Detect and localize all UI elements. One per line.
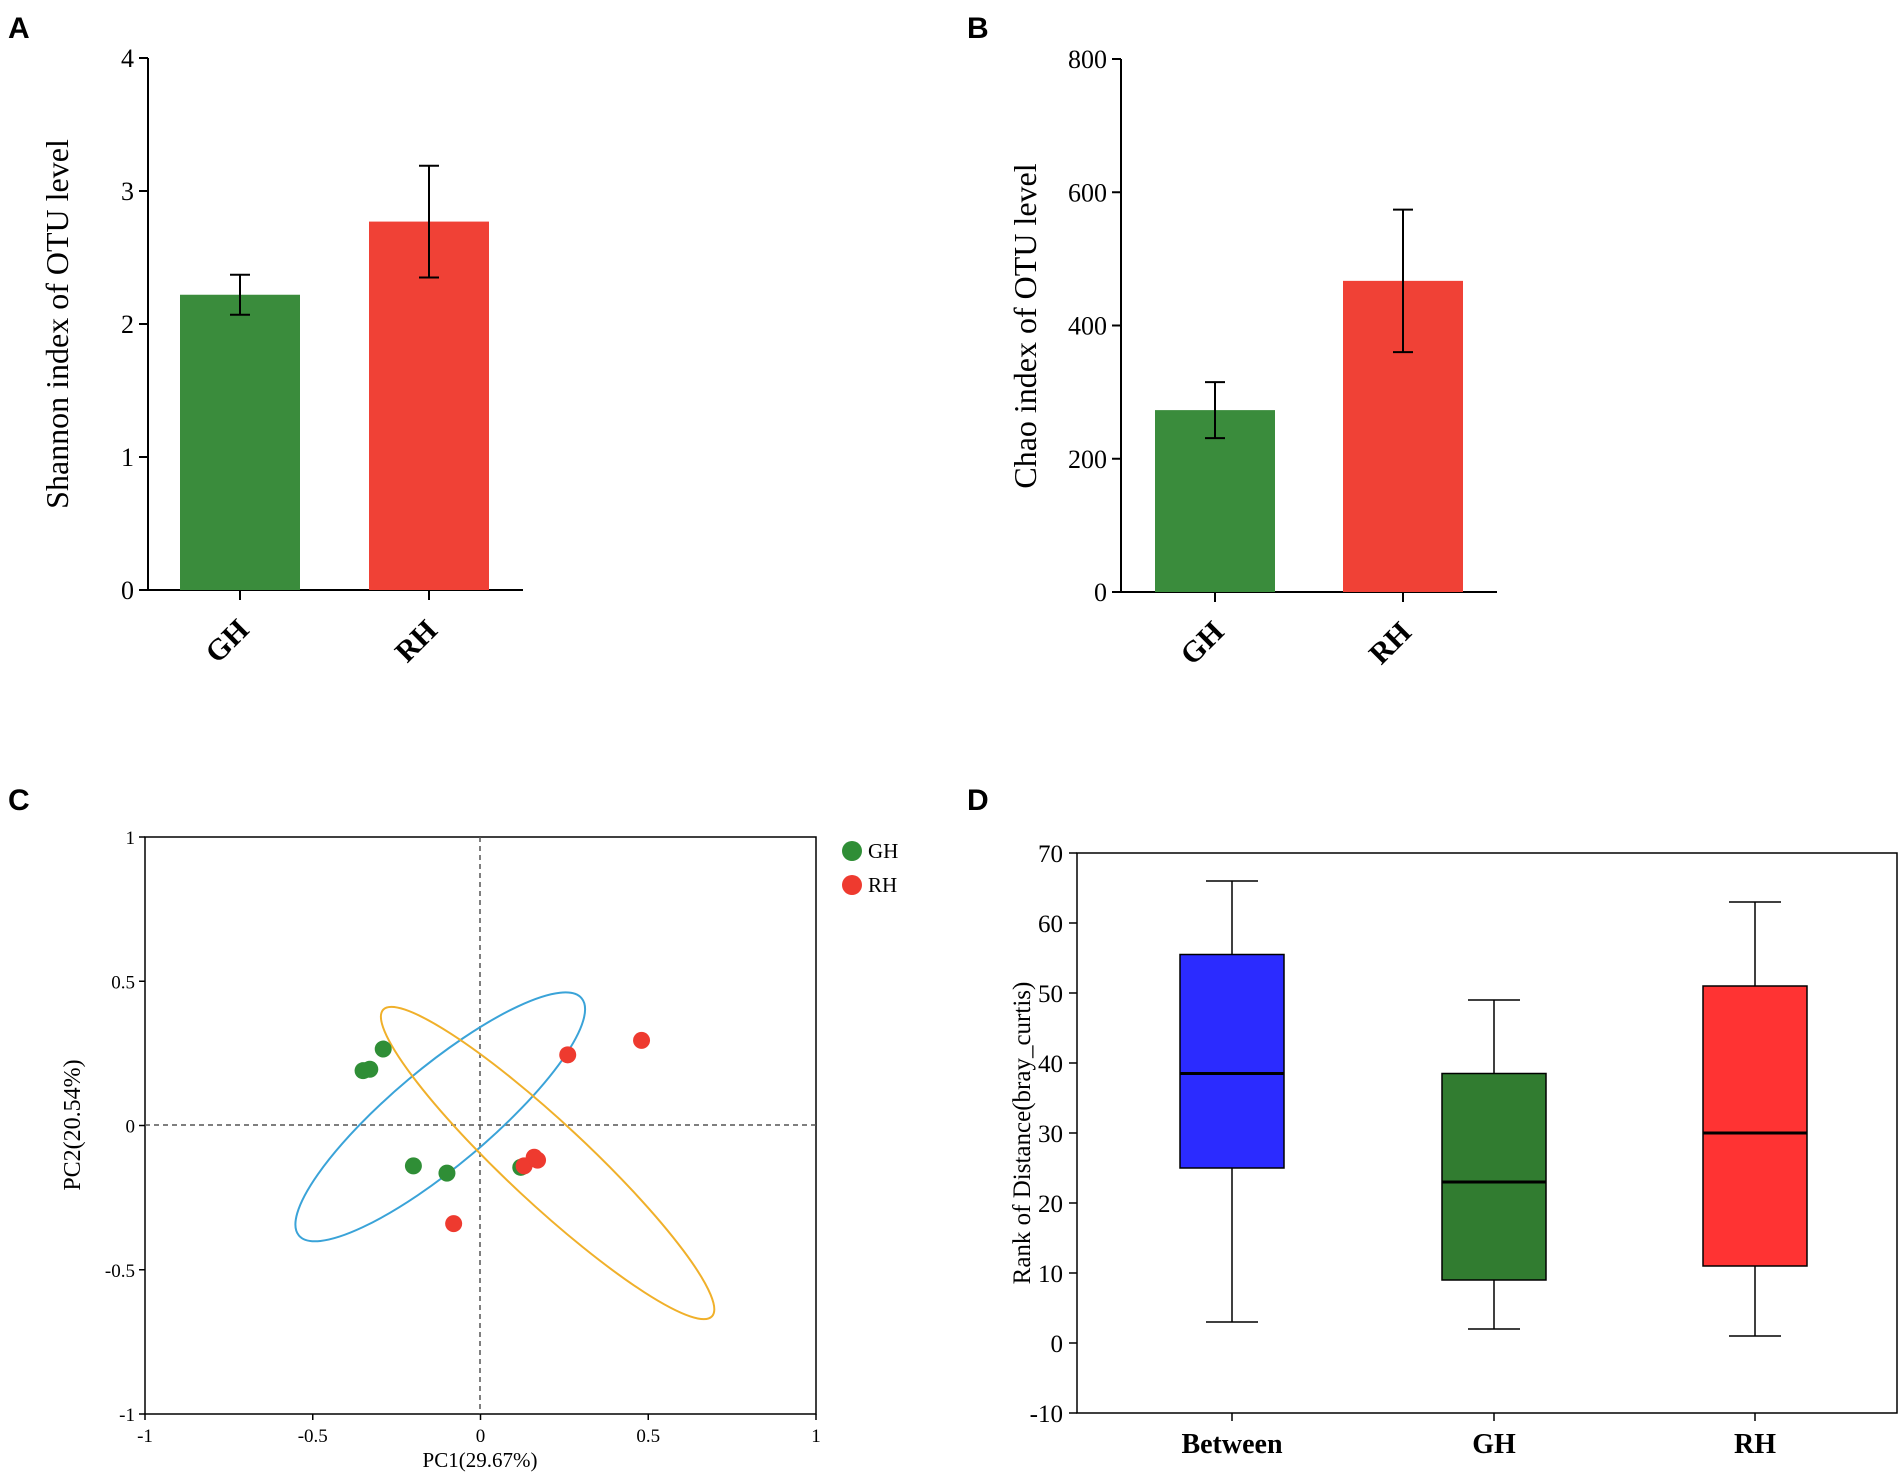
legend-marker-gh: [842, 841, 862, 861]
a-x-label-gh: GH: [199, 613, 255, 669]
c-y-axis-label: PC2(20.54%): [60, 1059, 86, 1190]
c-x-tick-label: 0.5: [636, 1426, 660, 1447]
c-point-gh: [404, 1157, 422, 1175]
d-box-between: [1179, 953, 1285, 1169]
b-y-tick-label: 600: [1068, 178, 1107, 207]
c-y-tick-label: 0.5: [111, 972, 135, 993]
d-y-tick-label: 30: [1038, 1121, 1063, 1148]
c-x-tick-label: -1: [137, 1426, 153, 1447]
d-y-tick-label: 0: [1051, 1331, 1064, 1358]
b-bar-gh: [1155, 410, 1275, 592]
panel-d-chart: -10 0 10 20 30 40 50 60 70 Between GH RH Rank of D…: [1009, 841, 1898, 1460]
c-y-tick-label: -0.5: [105, 1261, 135, 1282]
c-ellipse-gh: [294, 991, 587, 1243]
c-y-tick-label: 0: [126, 1117, 136, 1138]
c-x-axis-label: PC1(29.67%): [423, 1448, 538, 1472]
b-y-axis-label: Chao index of OTU level: [1007, 163, 1043, 488]
panel-a-chart: 0 1 2 3 4 GH RH Shannon index of OTU level: [39, 44, 523, 669]
b-x-label-rh: RH: [1363, 616, 1418, 671]
b-y-tick-label: 0: [1094, 578, 1107, 607]
a-y-tick-label: 0: [121, 576, 134, 605]
panel-c-chart: -1 -0.5 0 0.5 1 1 0.5 0 -0.5 -1 PC1(29.67%) PC2(…: [60, 828, 898, 1472]
d-y-tick-label: 20: [1038, 1191, 1063, 1218]
c-point-rh: [633, 1031, 651, 1049]
panel-a-label: A: [8, 12, 30, 45]
c-ellipse-rh: [379, 1005, 716, 1321]
d-y-tick-label: 10: [1038, 1261, 1063, 1288]
c-x-tick-label: 1: [811, 1426, 821, 1447]
a-x-label-rh: RH: [389, 614, 444, 669]
legend-label-rh: RH: [868, 873, 897, 897]
d-box-rh: [1702, 985, 1808, 1267]
legend-label-gh: GH: [868, 839, 898, 863]
c-x-tick-label: 0: [476, 1426, 486, 1447]
c-point-gh: [361, 1060, 379, 1078]
d-y-tick-label: 40: [1038, 1051, 1063, 1078]
b-x-label-gh: GH: [1174, 615, 1230, 671]
c-point-rh: [559, 1046, 577, 1064]
c-point-rh: [529, 1151, 547, 1169]
c-point-rh: [445, 1215, 463, 1233]
c-point-gh: [438, 1164, 456, 1182]
a-y-tick-label: 3: [121, 177, 134, 206]
d-box-gh: [1441, 1072, 1547, 1281]
c-x-tick-label: -0.5: [298, 1426, 328, 1447]
c-point-gh: [374, 1040, 392, 1058]
b-y-tick-label: 400: [1068, 312, 1107, 341]
panel-c-label: C: [8, 784, 30, 817]
a-y-tick-label: 1: [121, 443, 134, 472]
d-x-label-rh: RH: [1734, 1429, 1776, 1460]
c-y-tick-label: -1: [119, 1405, 135, 1426]
a-y-tick-label: 2: [121, 310, 134, 339]
a-bar-gh: [180, 294, 300, 590]
b-y-tick-label: 200: [1068, 445, 1107, 474]
d-y-axis-label: Rank of Distance(bray_curtis): [1009, 982, 1036, 1285]
c-legend: GH RH: [842, 839, 898, 897]
b-y-tick-label: 800: [1068, 45, 1107, 74]
d-y-tick-label: 60: [1038, 911, 1063, 938]
panel-d-label: D: [967, 784, 989, 817]
d-x-label-gh: GH: [1472, 1429, 1516, 1460]
a-bar-rh: [369, 221, 489, 590]
d-y-tick-label: -10: [1030, 1401, 1063, 1428]
legend-marker-rh: [842, 875, 862, 895]
a-y-tick-label: 4: [121, 44, 134, 73]
panel-b-label: B: [967, 12, 989, 45]
d-y-tick-label: 50: [1038, 981, 1063, 1008]
c-y-tick-label: 1: [126, 828, 136, 849]
d-x-label-between: Between: [1181, 1429, 1283, 1460]
panel-b-chart: 0 200 400 600 800 GH RH Chao index of OTU lev…: [1007, 45, 1497, 671]
d-y-tick-label: 70: [1038, 841, 1063, 868]
a-y-axis-label: Shannon index of OTU level: [39, 139, 75, 509]
